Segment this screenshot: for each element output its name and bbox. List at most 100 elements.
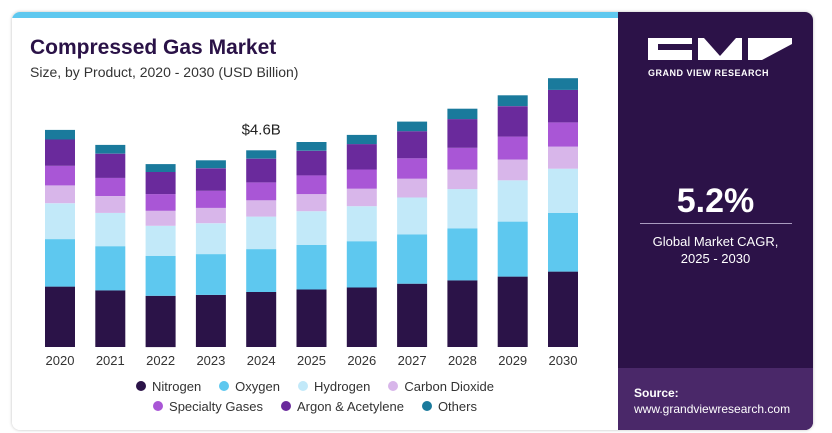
bar-segment-2025-oxygen — [296, 244, 327, 290]
divider — [640, 223, 792, 224]
legend-swatch — [153, 401, 164, 411]
chart-panel: Compressed Gas Market Size, by Product, … — [12, 12, 618, 430]
bar-segment-2022-nitrogen — [145, 295, 176, 348]
logo-r-icon — [748, 38, 792, 60]
x-tick-label: 2023 — [196, 353, 225, 368]
bar-segment-2028-oxygen — [447, 228, 478, 281]
bar-segment-2023-nitrogen — [195, 294, 226, 347]
bar-segment-2027-specialty-gases — [397, 158, 428, 179]
x-tick-label: 2024 — [247, 353, 276, 368]
x-tick-label: 2020 — [46, 353, 75, 368]
bar-segment-2024-argon-acetylene — [246, 158, 277, 183]
bar-segment-2025-specialty-gases — [296, 175, 327, 195]
bar-segment-2021-others — [95, 144, 126, 154]
legend-swatch — [280, 401, 291, 411]
chart-subtitle: Size, by Product, 2020 - 2030 (USD Billi… — [30, 64, 299, 80]
bar-segment-2028-carbon-dioxide — [447, 169, 478, 190]
cagr-value: 5.2% — [676, 182, 755, 220]
legend-label: Oxygen — [235, 378, 280, 394]
legend-item: Others — [421, 398, 477, 414]
x-tick-label: 2029 — [498, 353, 527, 368]
legend-item: Hydrogen — [297, 379, 370, 394]
bar-segment-2029-oxygen — [497, 221, 528, 277]
bar-segment-2028-specialty-gases — [447, 147, 478, 170]
legend-item: Specialty Gases — [153, 399, 263, 414]
bar-segment-2030-oxygen — [548, 212, 578, 272]
bar-segment-2026-others — [346, 134, 377, 145]
bar-segment-2025-others — [296, 142, 327, 151]
bar-segment-2027-hydrogen — [397, 197, 428, 235]
cagr-label-line: 2025 - 2030 — [680, 251, 751, 266]
bar-segment-2023-argon-acetylene — [195, 168, 226, 191]
bar-segment-2028-nitrogen — [447, 280, 478, 347]
chart-title: Compressed Gas Market — [30, 36, 277, 59]
bar-segment-2022-specialty-gases — [145, 194, 176, 211]
legend-label: Others — [437, 398, 477, 414]
bar-segment-2023-others — [195, 160, 226, 169]
bar-segment-2020-carbon-dioxide — [45, 185, 75, 204]
legend-item: Carbon Dioxide — [388, 379, 494, 394]
bar-segment-2021-nitrogen — [95, 290, 126, 347]
bar-segment-2024-nitrogen — [246, 292, 277, 347]
bar-segment-2024-others — [246, 150, 277, 159]
bar-segment-2025-nitrogen — [296, 289, 327, 347]
bar-segment-2022-others — [145, 164, 176, 172]
bar-segment-2027-oxygen — [397, 234, 428, 284]
bar-segment-2024-oxygen — [246, 249, 277, 292]
x-tick-label: 2022 — [146, 353, 175, 368]
bar-segment-2026-hydrogen — [346, 206, 377, 242]
bar-segment-2030-argon-acetylene — [548, 89, 578, 123]
bar-segment-2020-others — [45, 129, 75, 140]
bar-segment-2030-hydrogen — [548, 168, 578, 213]
legend-label: Specialty Gases — [169, 398, 263, 414]
logo-mark — [648, 38, 798, 60]
bar-segment-2023-hydrogen — [195, 223, 226, 255]
bar-segment-2028-others — [447, 108, 478, 120]
bar-segment-2026-carbon-dioxide — [346, 188, 377, 207]
bar-segment-2025-carbon-dioxide — [296, 194, 327, 212]
legend-swatch — [136, 381, 147, 391]
source-link[interactable]: www.grandviewresearch.com — [634, 402, 791, 416]
legend-item: Argon & Acetylene — [280, 398, 404, 414]
bar-segment-2028-hydrogen — [447, 189, 478, 229]
bar-segment-2030-specialty-gases — [548, 122, 578, 147]
bar-segment-2024-specialty-gases — [246, 182, 277, 201]
bar-segment-2030-carbon-dioxide — [548, 146, 578, 169]
bar-segment-2023-specialty-gases — [195, 190, 226, 208]
bar-segment-2020-argon-acetylene — [45, 139, 75, 166]
legend-swatch — [421, 401, 432, 411]
bar-segment-2026-oxygen — [346, 241, 377, 288]
bar-segment-2020-nitrogen — [45, 286, 75, 347]
bar-segment-2021-argon-acetylene — [95, 153, 126, 178]
cagr-label: Global Market CAGR, 2025 - 2030 — [618, 233, 813, 267]
bar-segment-2022-argon-acetylene — [145, 172, 176, 195]
x-tick-label: 2025 — [297, 353, 326, 368]
legend-label: Carbon Dioxide — [404, 378, 494, 394]
bar-segment-2022-oxygen — [145, 255, 176, 296]
bar-segment-2029-nitrogen — [497, 276, 528, 347]
bar-segment-2029-argon-acetylene — [497, 106, 528, 137]
bar-segment-2027-nitrogen — [397, 283, 428, 347]
bar-segment-2029-others — [497, 95, 528, 107]
x-tick-label: 2021 — [96, 353, 125, 368]
bar-segment-2030-nitrogen — [548, 271, 578, 347]
bar-segment-2029-specialty-gases — [497, 136, 528, 160]
bar-segment-2024-hydrogen — [246, 216, 277, 250]
bar-segment-2026-argon-acetylene — [346, 144, 377, 170]
bar-segment-2025-argon-acetylene — [296, 150, 327, 176]
legend-swatch — [297, 381, 308, 391]
bar-segment-2020-oxygen — [45, 239, 75, 287]
bar-segment-2023-carbon-dioxide — [195, 207, 226, 224]
bar-segment-2022-carbon-dioxide — [145, 210, 176, 226]
bar-segment-2021-hydrogen — [95, 212, 126, 247]
bar-segment-2022-hydrogen — [145, 225, 176, 256]
brand-logo: GRAND VIEW RESEARCH — [648, 38, 798, 78]
legend: Nitrogen Oxygen Hydrogen Carbon Dioxide Spe… — [12, 376, 618, 416]
legend-label: Argon & Acetylene — [296, 398, 404, 414]
bar-segment-2023-oxygen — [195, 254, 226, 295]
x-tick-label: 2027 — [398, 353, 427, 368]
bar-segment-2021-carbon-dioxide — [95, 196, 126, 213]
bar-segment-2026-nitrogen — [346, 287, 377, 347]
x-tick-label: 2026 — [347, 353, 376, 368]
legend-item: Nitrogen — [136, 379, 201, 394]
